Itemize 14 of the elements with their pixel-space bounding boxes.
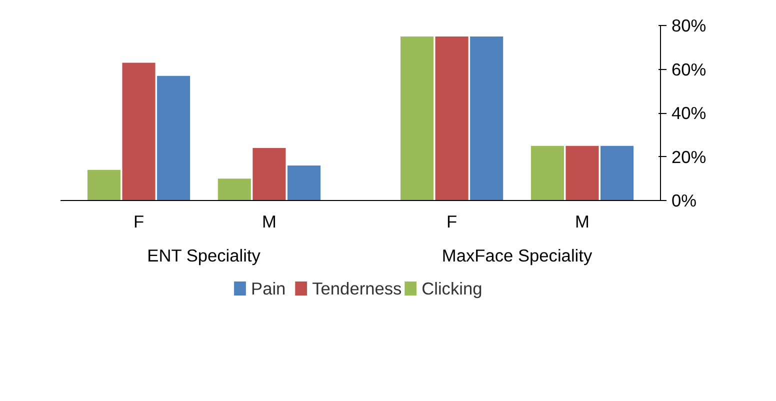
y-tick-label: 0% [672, 190, 697, 210]
legend-label: Clicking [422, 278, 482, 298]
y-tick-label: 20% [672, 146, 706, 167]
x-tick-label: F [133, 212, 144, 232]
text: ENT Speciality [147, 246, 261, 266]
text: MaxFace Speciality [442, 246, 592, 266]
y-tick-label: 80% [672, 16, 706, 36]
legend-label: Pain [251, 278, 286, 298]
y-tick-label: 40% [672, 103, 706, 123]
x-tick-label: M [575, 212, 590, 232]
x-tick-label: F [446, 212, 458, 232]
x-tick-label: M [262, 212, 276, 232]
legend-label: Tenderness [312, 278, 402, 298]
y-tick-label: 60% [672, 59, 706, 80]
